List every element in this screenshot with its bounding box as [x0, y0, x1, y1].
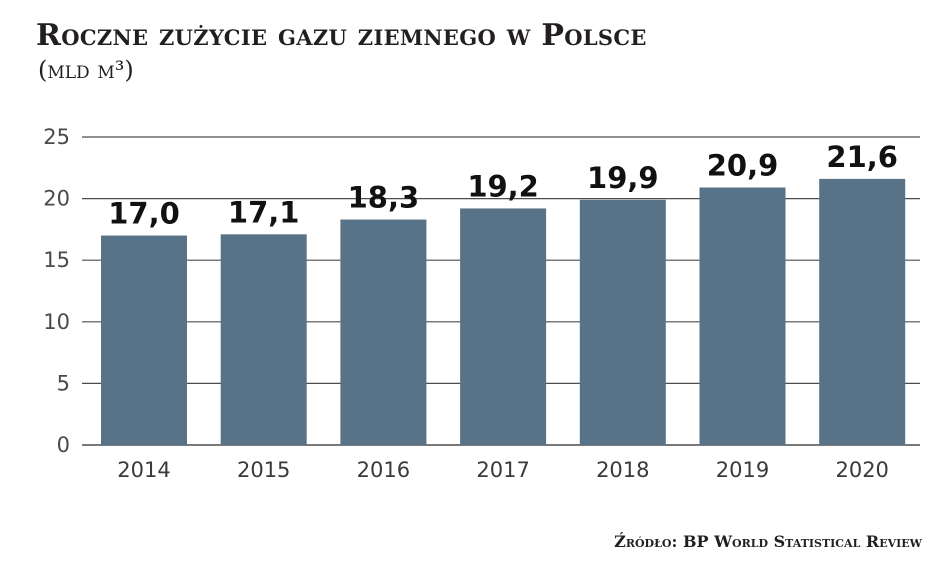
- x-axis-ticks: 2014 2015 2016 2017 2018 2019 2020: [117, 458, 889, 482]
- data-labels: 17,0 17,1 18,3 19,2 19,9 20,9 21,6: [108, 140, 898, 231]
- chart-subtitle: (mld m³): [38, 56, 134, 84]
- bar-2016: [340, 219, 427, 445]
- x-tick-label: 2014: [117, 458, 170, 482]
- data-label: 21,6: [826, 140, 898, 174]
- bar-2015: [220, 234, 307, 445]
- x-tick-label: 2020: [835, 458, 888, 482]
- bar-2017: [460, 208, 547, 445]
- y-tick-label: 15: [43, 248, 70, 272]
- chart-title: Roczne zużycie gazu ziemnego w Polsce: [36, 18, 647, 53]
- bar-2014: [101, 235, 187, 445]
- data-label: 19,2: [467, 169, 539, 203]
- data-label: 17,1: [228, 195, 300, 229]
- data-label: 18,3: [348, 181, 420, 215]
- bar-2019: [699, 187, 786, 445]
- x-tick-label: 2017: [476, 458, 529, 482]
- y-axis-ticks: 0 5 10 15 20 25: [43, 125, 70, 457]
- data-label: 19,9: [587, 161, 659, 195]
- bar-2018: [579, 199, 666, 445]
- y-tick-label: 0: [57, 433, 70, 457]
- x-tick-label: 2019: [716, 458, 769, 482]
- x-tick-label: 2018: [596, 458, 649, 482]
- bar-2020: [819, 178, 906, 445]
- source-note: Źródło: BP World Statistical Review: [614, 532, 922, 551]
- y-tick-label: 20: [43, 187, 70, 211]
- x-tick-label: 2015: [237, 458, 290, 482]
- bars: [101, 178, 906, 445]
- y-tick-label: 5: [57, 371, 70, 395]
- x-tick-label: 2016: [357, 458, 410, 482]
- data-label: 20,9: [707, 149, 779, 183]
- y-tick-label: 10: [43, 310, 70, 334]
- y-tick-label: 25: [43, 125, 70, 149]
- data-label: 17,0: [108, 197, 180, 231]
